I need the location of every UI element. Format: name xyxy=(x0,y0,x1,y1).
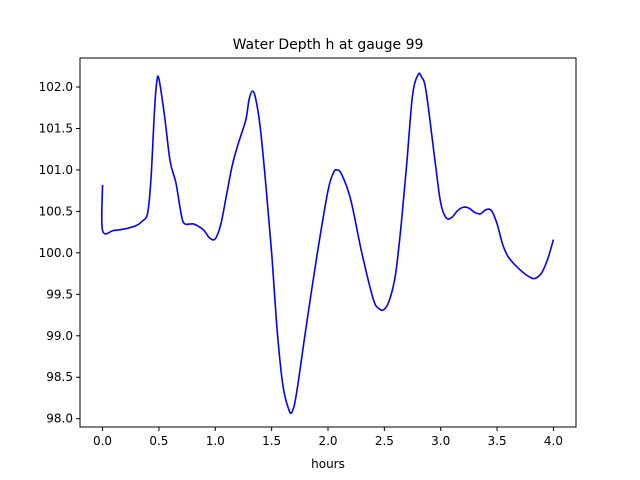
y-tick-label: 100.0 xyxy=(39,246,73,260)
y-tick-label: 98.5 xyxy=(46,370,73,384)
x-axis-label: hours xyxy=(311,457,345,471)
y-tick-label: 101.0 xyxy=(39,163,73,177)
x-tick-label: 2.5 xyxy=(375,434,394,448)
x-tick-label: 3.0 xyxy=(431,434,450,448)
x-tick-label: 2.0 xyxy=(318,434,337,448)
y-axis-ticks: 98.0 98.5 99.0 99.5 100.0 100.5 101.0 101.5 102.… xyxy=(39,80,80,426)
line-layer xyxy=(100,72,555,415)
y-tick-label: 102.0 xyxy=(39,80,73,94)
chart-title: Water Depth h at gauge 99 xyxy=(233,37,424,53)
y-tick-label: 98.0 xyxy=(46,412,73,426)
y-tick-label: 101.5 xyxy=(39,121,73,135)
x-tick-label: 1.0 xyxy=(206,434,225,448)
x-tick-label: 0.0 xyxy=(93,434,112,448)
y-tick-label: 99.5 xyxy=(46,287,73,301)
x-tick-label: 1.5 xyxy=(262,434,281,448)
x-axis-ticks: 0.0 0.5 1.0 1.5 2.0 2.5 3.0 3.5 4.0 xyxy=(93,427,563,448)
y-tick-label: 100.5 xyxy=(39,204,73,218)
x-tick-label: 3.5 xyxy=(488,434,507,448)
x-tick-label: 0.5 xyxy=(149,434,168,448)
y-tick-label: 99.0 xyxy=(46,329,73,343)
x-tick-label: 4.0 xyxy=(544,434,563,448)
series-line-0 xyxy=(100,72,555,415)
